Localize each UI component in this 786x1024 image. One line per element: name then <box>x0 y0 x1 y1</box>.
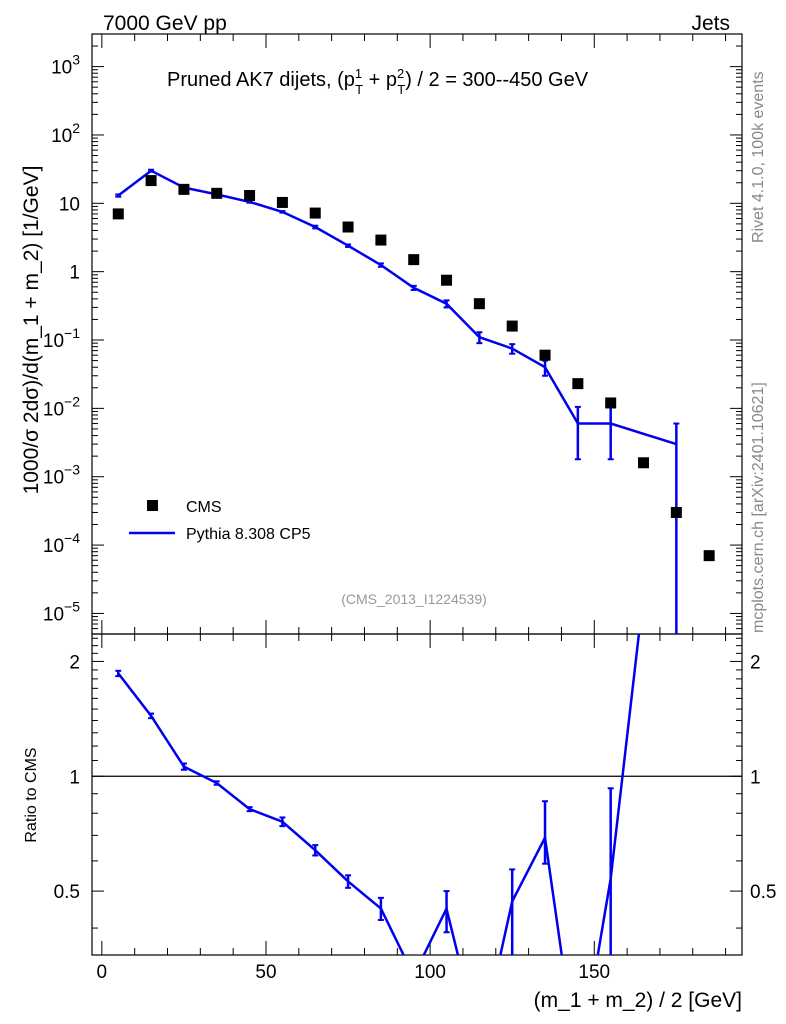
cms-data-point <box>703 550 715 562</box>
title-sub2: T <box>397 82 405 97</box>
legend: CMS Pythia 8.308 CP5 <box>129 499 311 543</box>
main-y-tick-label: 10−2 <box>43 393 80 420</box>
cms-data-point <box>638 457 650 469</box>
cms-data-point <box>244 190 256 202</box>
main-y-tick-label-exp: −1 <box>64 325 80 341</box>
header-right: Jets <box>691 12 730 35</box>
x-tick-label: 50 <box>255 962 276 983</box>
title-post: ) / 2 = 300--450 GeV <box>405 69 589 91</box>
cms-data-point <box>276 196 288 208</box>
main-y-tick-label-base: 10 <box>51 58 72 79</box>
main-y-tick-label-exp: −4 <box>64 530 80 546</box>
ratio-y-tick-label-right: 0.5 <box>750 882 776 903</box>
cms-data-point <box>605 397 617 409</box>
cms-data-point <box>441 274 453 286</box>
ratio-y-tick-label-right: 2 <box>750 652 761 673</box>
ratio-y-tick-label-right: 1 <box>750 767 761 788</box>
main-y-tick-label: 10 <box>59 194 80 215</box>
cms-data-point <box>211 187 223 199</box>
title-pre: Pruned AK7 dijets, (p <box>167 69 355 91</box>
main-y-tick-label-exp: −2 <box>64 393 80 409</box>
ratio-y-tick-label-left: 1 <box>69 767 80 788</box>
title-mid: + p <box>363 69 397 91</box>
x-tick-label: 0 <box>97 962 108 983</box>
pythia-line <box>117 169 677 446</box>
main-y-tick-label-base: 10 <box>43 536 64 557</box>
title-sup2: 2 <box>397 66 404 81</box>
source-label: mcplots.cern.ch [arXiv:2401.10621] <box>750 382 767 633</box>
legend-label-pythia: Pythia 8.308 CP5 <box>186 526 311 543</box>
main-y-tick-label-base: 10 <box>43 468 64 489</box>
cms-data-point <box>145 175 157 187</box>
main-y-tick-label-exp: −3 <box>64 462 80 478</box>
header-left: 7000 GeV pp <box>103 12 227 35</box>
main-y-tick-label: 10−1 <box>43 325 80 352</box>
ratio-y-tick-label-left: 0.5 <box>54 882 80 903</box>
cms-data-point <box>408 254 420 266</box>
x-axis-label: (m_1 + m_2) / 2 [GeV] <box>534 989 742 1012</box>
main-y-axis-label: 1000/σ 2dσ)/d(m_1 + m_2) [1/GeV] <box>20 166 43 495</box>
analysis-id-label: (CMS_2013_I1224539) <box>341 591 487 607</box>
ratio-panel-frame <box>91 633 743 956</box>
main-y-tick-label-base: 10 <box>51 126 72 147</box>
ratio-y-tick-label-left: 2 <box>69 652 80 673</box>
main-y-tick-label: 1 <box>69 263 80 284</box>
main-y-tick-label: 10−5 <box>43 598 80 625</box>
main-y-tick-label-exp: −5 <box>64 598 80 614</box>
cms-data-point <box>572 378 584 390</box>
legend-marker-cms <box>147 500 158 511</box>
ratio-axes: 0 50 100 150 0.5 0.5 1 1 2 2 <box>54 637 776 983</box>
cms-data-point <box>670 506 682 518</box>
main-y-tick-label: 10−3 <box>43 462 80 489</box>
main-panel-frame <box>91 33 743 635</box>
cms-data-point <box>506 320 518 332</box>
x-tick-label: 150 <box>578 962 610 983</box>
main-y-tick-label-exp: 2 <box>72 120 80 136</box>
version-label: Rivet 4.1.0, 100k events <box>750 71 767 243</box>
main-y-tick-label-base: 10 <box>59 194 80 215</box>
cms-data-point <box>375 234 387 246</box>
ratio-data-layer <box>115 634 641 955</box>
title-sub1: T <box>355 82 363 97</box>
cms-data-point <box>178 183 190 195</box>
main-y-tick-label-exp: 3 <box>72 52 80 68</box>
chart-title: Pruned AK7 dijets, (p1 T + p2 T) / 2 = 300… <box>167 66 589 97</box>
main-y-tick-label-base: 1 <box>69 263 80 284</box>
cms-data-point <box>342 221 354 233</box>
cms-data-point <box>309 207 321 219</box>
main-y-tick-label-base: 10 <box>43 399 64 420</box>
main-y-tick-label: 102 <box>51 120 80 147</box>
legend-label-cms: CMS <box>186 499 222 516</box>
main-y-tick-label-base: 10 <box>43 331 64 352</box>
main-y-tick-label: 10−4 <box>43 530 80 557</box>
cms-data-point <box>473 298 485 310</box>
main-y-tick-label-base: 10 <box>43 604 64 625</box>
cms-data-point <box>539 349 551 361</box>
main-y-tick-label: 103 <box>51 52 80 79</box>
cms-data-point <box>112 208 124 220</box>
title-sup1: 1 <box>355 66 362 81</box>
x-tick-label: 100 <box>414 962 446 983</box>
ratio-y-axis-label: Ratio to CMS <box>23 747 40 842</box>
main-data-layer <box>112 168 715 634</box>
